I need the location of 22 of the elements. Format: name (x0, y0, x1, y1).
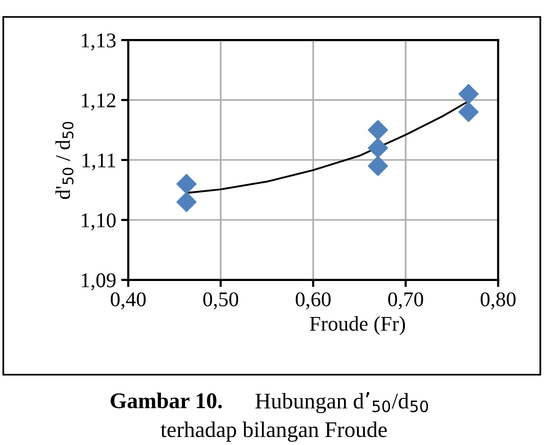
point (368, 156, 388, 176)
point (176, 174, 197, 194)
y-axis-title: d'$_{50}$ / d$_{50}$ (55, 122, 74, 200)
y-tick-label: 1,11 (82, 153, 116, 170)
y-tick-label: 1,10 (82, 213, 116, 230)
x-tick-label: 0,80 (480, 292, 516, 310)
point (368, 138, 388, 158)
x-tick-label: 0,60 (296, 292, 331, 310)
x-axis-title: Froude (Fr) (310, 316, 405, 336)
text: terhadap bilangan Froude (160, 422, 387, 442)
x-tick-label: 0,50 (203, 292, 238, 310)
point (176, 192, 197, 212)
point (368, 120, 388, 140)
text: Hubungan d’$_{50}$/d$_{50}$ (255, 392, 428, 414)
y-tick-label: 1,12 (82, 93, 116, 110)
y-tick-label: 1,13 (82, 33, 116, 50)
y-tick-label: 1,09 (82, 273, 116, 290)
point (458, 102, 479, 122)
point (458, 84, 479, 104)
x-tick-label: 0,70 (388, 292, 424, 310)
text: Gambar 10. (110, 392, 222, 408)
x-tick-label: 0,40 (110, 292, 146, 310)
